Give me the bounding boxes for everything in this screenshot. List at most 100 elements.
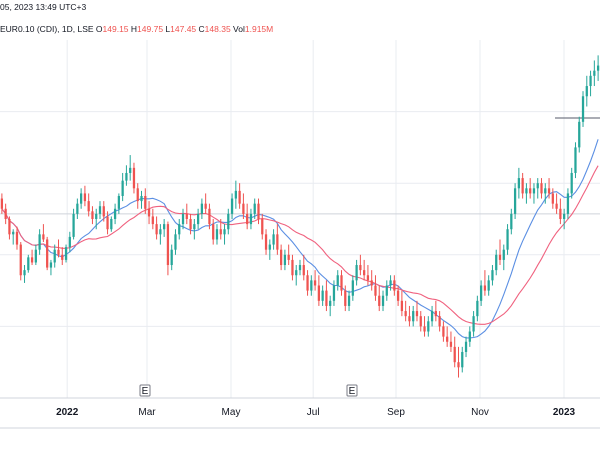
candle-body	[351, 280, 354, 296]
candle-body	[461, 351, 464, 368]
candle-body	[355, 265, 358, 281]
candle-body	[596, 65, 600, 71]
x-tick-label: 2023	[553, 407, 576, 418]
candle-body	[563, 213, 566, 219]
candle-body	[227, 213, 230, 230]
candle-body	[19, 244, 22, 276]
candle-body	[570, 172, 573, 194]
candle-body	[204, 203, 207, 209]
symbol-label: EUR0.10 (CDI), 1D, LSE	[0, 24, 94, 34]
candle-body	[159, 229, 162, 235]
candle-body	[163, 224, 166, 230]
candle-body	[446, 336, 449, 342]
candle-body	[268, 244, 271, 250]
candle-body	[506, 229, 509, 250]
candle-body	[412, 311, 415, 322]
chart-legend-ohlc: EUR0.10 (CDI), 1D, LSE O149.15 H149.75 L…	[0, 24, 274, 34]
close-value: 148.35	[204, 24, 231, 34]
moving-average-line-0	[1, 139, 599, 339]
x-tick-label: Mar	[138, 407, 156, 418]
candle-body	[125, 172, 128, 181]
candle-body	[498, 254, 502, 260]
candle-body	[555, 203, 558, 209]
candle-body	[566, 193, 570, 214]
candle-body	[8, 219, 11, 235]
candle-body	[513, 188, 517, 214]
candle-body	[536, 183, 539, 189]
candle-body	[593, 70, 596, 76]
candle-body	[547, 188, 551, 194]
candle-body	[517, 178, 520, 189]
candle-body	[578, 121, 581, 148]
candle-body	[502, 249, 505, 260]
candle-body	[480, 285, 483, 301]
x-tick-label: Jul	[307, 407, 320, 418]
candle-body	[34, 249, 37, 263]
candle-body	[302, 265, 305, 276]
candle-body	[242, 203, 245, 214]
candle-body	[521, 178, 524, 194]
candle-body	[129, 167, 132, 173]
candle-body	[181, 213, 185, 225]
candle-body	[574, 147, 577, 173]
candle-body	[212, 224, 215, 240]
candle-body	[510, 213, 513, 230]
candle-body	[64, 247, 68, 260]
candle-body	[215, 229, 219, 240]
candle-body	[321, 290, 324, 301]
candle-body	[80, 193, 83, 204]
candle-body	[408, 316, 411, 322]
candle-body	[287, 254, 290, 260]
candle-body	[178, 224, 181, 235]
candle-body	[140, 195, 143, 202]
candle-body	[0, 198, 4, 209]
candle-body	[544, 188, 547, 194]
candle-body	[264, 234, 268, 250]
low-value: 147.45	[170, 24, 197, 34]
candle-body	[151, 216, 154, 225]
candle-body	[385, 285, 388, 296]
candle-body	[332, 285, 336, 301]
candle-body	[310, 280, 313, 291]
candle-body	[495, 254, 498, 271]
candle-body	[276, 234, 279, 250]
candle-body	[136, 188, 139, 202]
candle-body	[12, 231, 15, 235]
candle-body	[57, 249, 60, 255]
candle-body	[102, 206, 105, 217]
candle-body	[83, 193, 87, 202]
candle-body	[249, 213, 253, 225]
candle-body	[551, 193, 554, 204]
candle-body	[468, 331, 471, 342]
candle-body	[457, 362, 460, 368]
candle-body	[525, 188, 528, 194]
candle-body	[49, 262, 53, 268]
candle-body	[393, 280, 396, 291]
candle-body	[261, 219, 264, 235]
candle-body	[144, 195, 147, 209]
chart-header-timestamp: 05, 2023 13:49 UTC+3	[0, 2, 87, 12]
candle-body	[313, 280, 317, 286]
candle-body	[378, 295, 381, 306]
candle-body	[106, 216, 109, 230]
earnings-marker-label: E	[349, 386, 356, 397]
candle-body	[438, 316, 441, 327]
candle-body	[42, 234, 45, 240]
candle-body	[423, 326, 426, 332]
candle-body	[46, 239, 49, 268]
candle-body	[329, 300, 332, 306]
candle-body	[238, 190, 241, 204]
candle-body	[374, 285, 377, 296]
candle-body	[155, 224, 158, 235]
candle-body	[344, 290, 347, 306]
candle-body	[253, 203, 256, 214]
candle-body	[396, 290, 400, 301]
candle-body	[540, 183, 543, 194]
moving-average-line-1	[1, 165, 599, 325]
candle-body	[381, 295, 385, 306]
candle-body	[340, 275, 343, 291]
candle-body	[61, 254, 64, 260]
candle-body	[23, 270, 26, 276]
candle-body	[98, 206, 102, 214]
